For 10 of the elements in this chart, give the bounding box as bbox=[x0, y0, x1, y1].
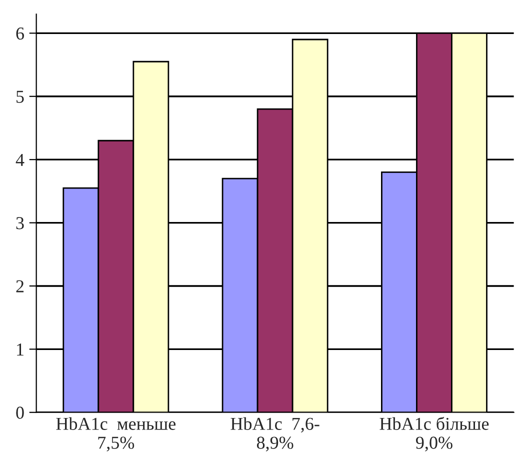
x-tick-label: HbA1c 7,6- 8,9% bbox=[230, 417, 320, 452]
y-tick-label: 0 bbox=[16, 406, 24, 419]
y-tick-label: 3 bbox=[16, 217, 24, 230]
x-tick-label: HbA1c більше 9,0% bbox=[380, 416, 489, 452]
y-tick-label: 5 bbox=[16, 90, 24, 103]
y-tick-label: 2 bbox=[16, 280, 24, 292]
y-tick-label: 6 bbox=[16, 27, 24, 40]
y-tick-label: 1 bbox=[17, 344, 24, 356]
y-tick-label: 4 bbox=[16, 154, 24, 166]
x-tick-label: HbA1c меньше 7,5% bbox=[56, 417, 176, 452]
